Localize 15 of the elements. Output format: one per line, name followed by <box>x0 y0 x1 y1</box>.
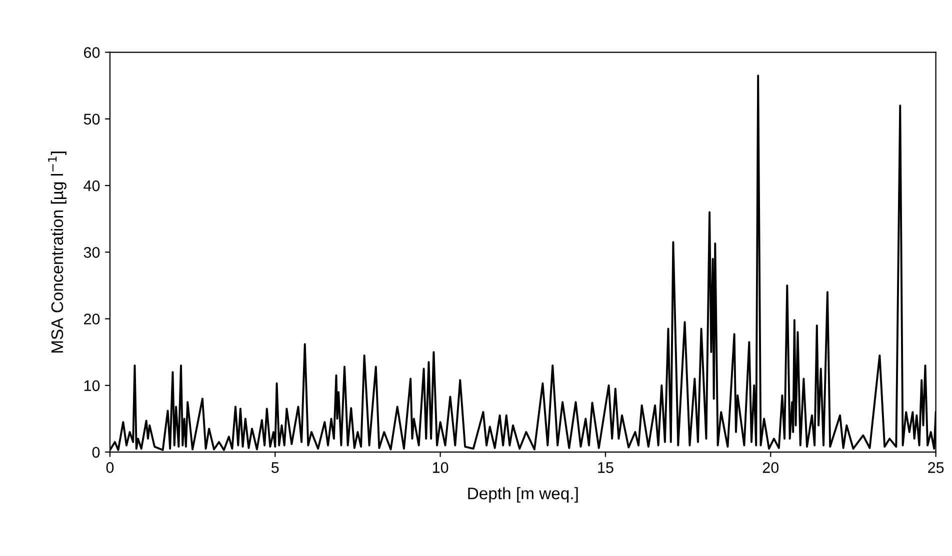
x-tick-label: 20 <box>762 462 779 473</box>
x-axis-title: Depth [m weq.] <box>468 487 578 503</box>
x-tick-label: 5 <box>271 462 279 473</box>
x-tick-label: 0 <box>106 462 114 473</box>
y-tick-label: 50 <box>84 114 100 125</box>
y-tick-label: 30 <box>84 247 100 258</box>
x-tick-label: 25 <box>928 462 944 473</box>
y-axis-title: MSA Concentration [µg l$^{−1}$] <box>48 152 66 353</box>
y-tick-label: 20 <box>84 314 100 324</box>
x-tick-label: 15 <box>598 462 614 473</box>
y-tick-label: 40 <box>84 180 100 192</box>
y-tick-label: 60 <box>84 47 100 58</box>
y-tick-label: 0 <box>92 446 100 458</box>
y-tick-label: 10 <box>84 380 100 392</box>
x-tick-label: 10 <box>432 462 448 473</box>
